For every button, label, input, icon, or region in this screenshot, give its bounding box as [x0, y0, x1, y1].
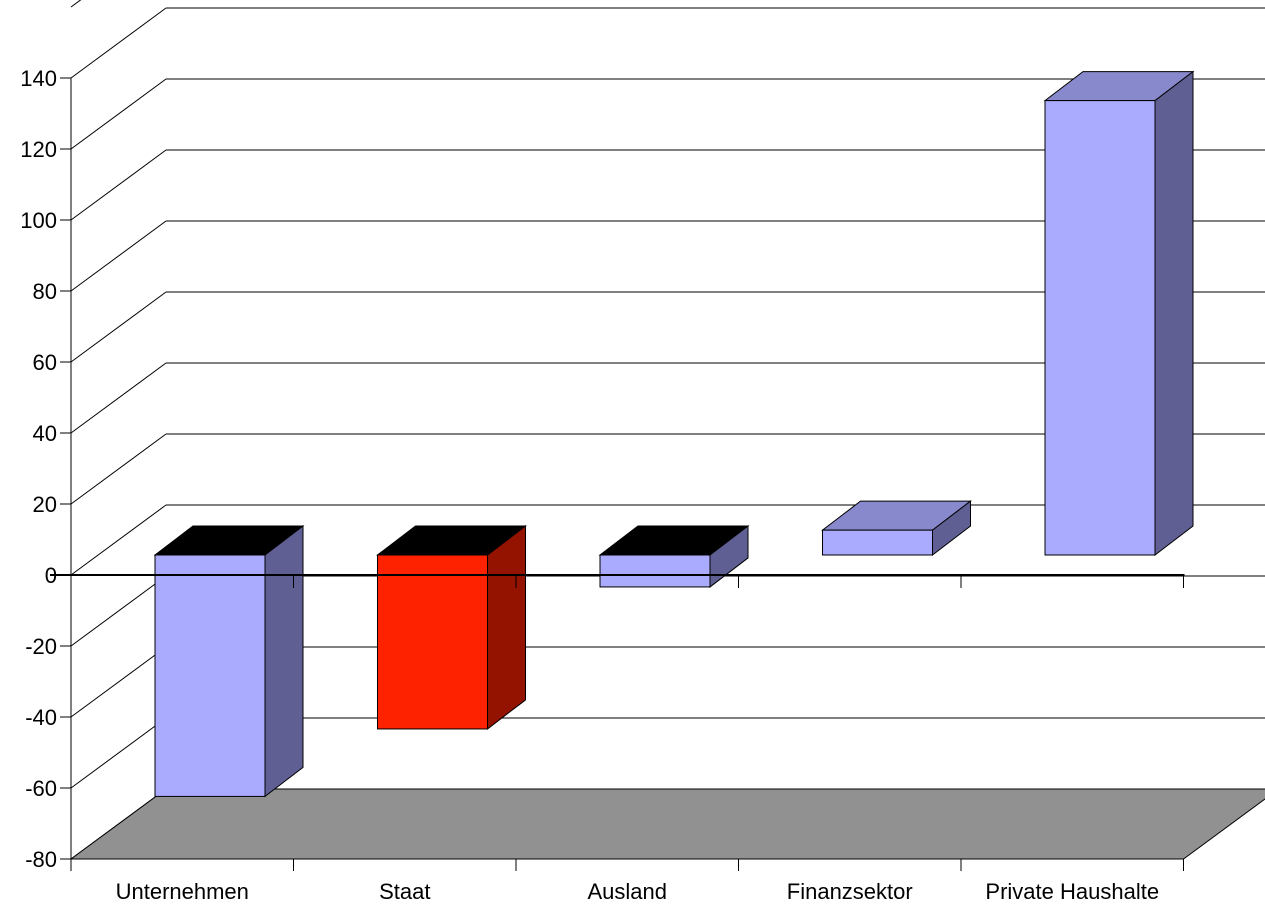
bar-private-haushalte — [1043, 70, 1195, 557]
bar-side-face — [264, 524, 304, 798]
gridline-diagonal — [70, 575, 167, 647]
y-tick-label: -40 — [25, 705, 57, 730]
bar-front-face — [1044, 100, 1156, 556]
gridline-diagonal — [70, 433, 167, 505]
y-tick-label: 120 — [20, 137, 57, 162]
floor-plane — [69, 788, 1265, 860]
y-tick-label: -80 — [25, 847, 57, 872]
floor — [69, 788, 1265, 860]
gridline-diagonal — [70, 7, 167, 79]
y-tick-label: 40 — [33, 421, 57, 446]
bar-staat — [376, 524, 527, 730]
axes — [50, 77, 1185, 871]
bar-side-face — [1154, 70, 1194, 557]
bar-front-face — [599, 554, 711, 588]
bar-finanzsektor — [821, 500, 972, 557]
gridline-diagonal — [70, 78, 167, 150]
x-tick-label: Private Haushalte — [985, 879, 1159, 904]
gridline-diagonal — [70, 220, 167, 292]
x-tick-labels: Unternehmen Staat Ausland Finanzsektor Priva… — [116, 879, 1159, 904]
y-tick-label: 20 — [33, 492, 57, 517]
bar-front-face — [377, 554, 488, 730]
y-tick-label: -60 — [25, 776, 57, 801]
gridline-diagonal — [70, 149, 167, 221]
gridline-diagonal — [70, 646, 167, 718]
x-tick-label: Staat — [379, 879, 430, 904]
bar-front-face — [822, 529, 933, 556]
y-tick-labels: -80 -60 -40 -20 0 20 40 60 80 100 120 140 — [20, 66, 57, 872]
x-tick-label: Finanzsektor — [787, 879, 913, 904]
y-tick-label: 100 — [20, 208, 57, 233]
x-tick-label: Unternehmen — [116, 879, 249, 904]
y-tick-label: 60 — [33, 350, 57, 375]
y-tick-label: -20 — [25, 634, 57, 659]
bar-unternehmen — [153, 524, 305, 798]
bar-side-face — [487, 524, 526, 730]
bar-front-face — [154, 554, 266, 797]
gridline-diagonal — [70, 0, 82, 8]
y-tick-label: 0 — [45, 563, 57, 588]
bar-ausland — [598, 524, 750, 588]
gridline-diagonal — [70, 504, 167, 576]
y-tick-label: 140 — [20, 66, 57, 91]
gridline-diagonal — [70, 362, 167, 434]
y-tick-label: 80 — [33, 279, 57, 304]
gridline-diagonal — [70, 291, 167, 363]
gridline-diagonal — [70, 717, 167, 789]
bars — [153, 70, 1195, 798]
x-tick-label: Ausland — [587, 879, 667, 904]
